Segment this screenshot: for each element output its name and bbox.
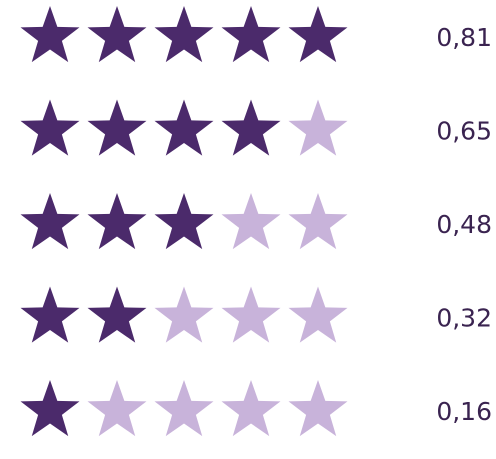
- star-filled: [20, 286, 80, 343]
- star-filled: [221, 99, 281, 156]
- star-filled: [20, 6, 80, 63]
- star-empty: [154, 286, 214, 343]
- star-filled: [154, 6, 214, 63]
- star-empty: [221, 286, 281, 343]
- rating-label: 0,65: [436, 117, 492, 146]
- star-filled: [221, 6, 281, 63]
- star-empty: [221, 380, 281, 437]
- star-filled: [20, 193, 80, 250]
- star-filled: [87, 193, 147, 250]
- star-filled: [154, 99, 214, 156]
- star-filled: [288, 6, 348, 63]
- star-filled: [20, 99, 80, 156]
- star-filled: [87, 286, 147, 343]
- rating-label: 0,32: [436, 304, 492, 333]
- star-empty: [288, 286, 348, 343]
- star-filled: [87, 99, 147, 156]
- star-filled: [20, 380, 80, 437]
- star-empty: [154, 380, 214, 437]
- star-empty: [221, 193, 281, 250]
- star-empty: [288, 99, 348, 156]
- rating-label: 0,81: [436, 23, 492, 52]
- star-filled: [87, 6, 147, 63]
- rating-label: 0,48: [436, 210, 492, 239]
- rating-label: 0,16: [436, 397, 492, 426]
- star-empty: [87, 380, 147, 437]
- star-empty: [288, 380, 348, 437]
- star-empty: [288, 193, 348, 250]
- star-filled: [154, 193, 214, 250]
